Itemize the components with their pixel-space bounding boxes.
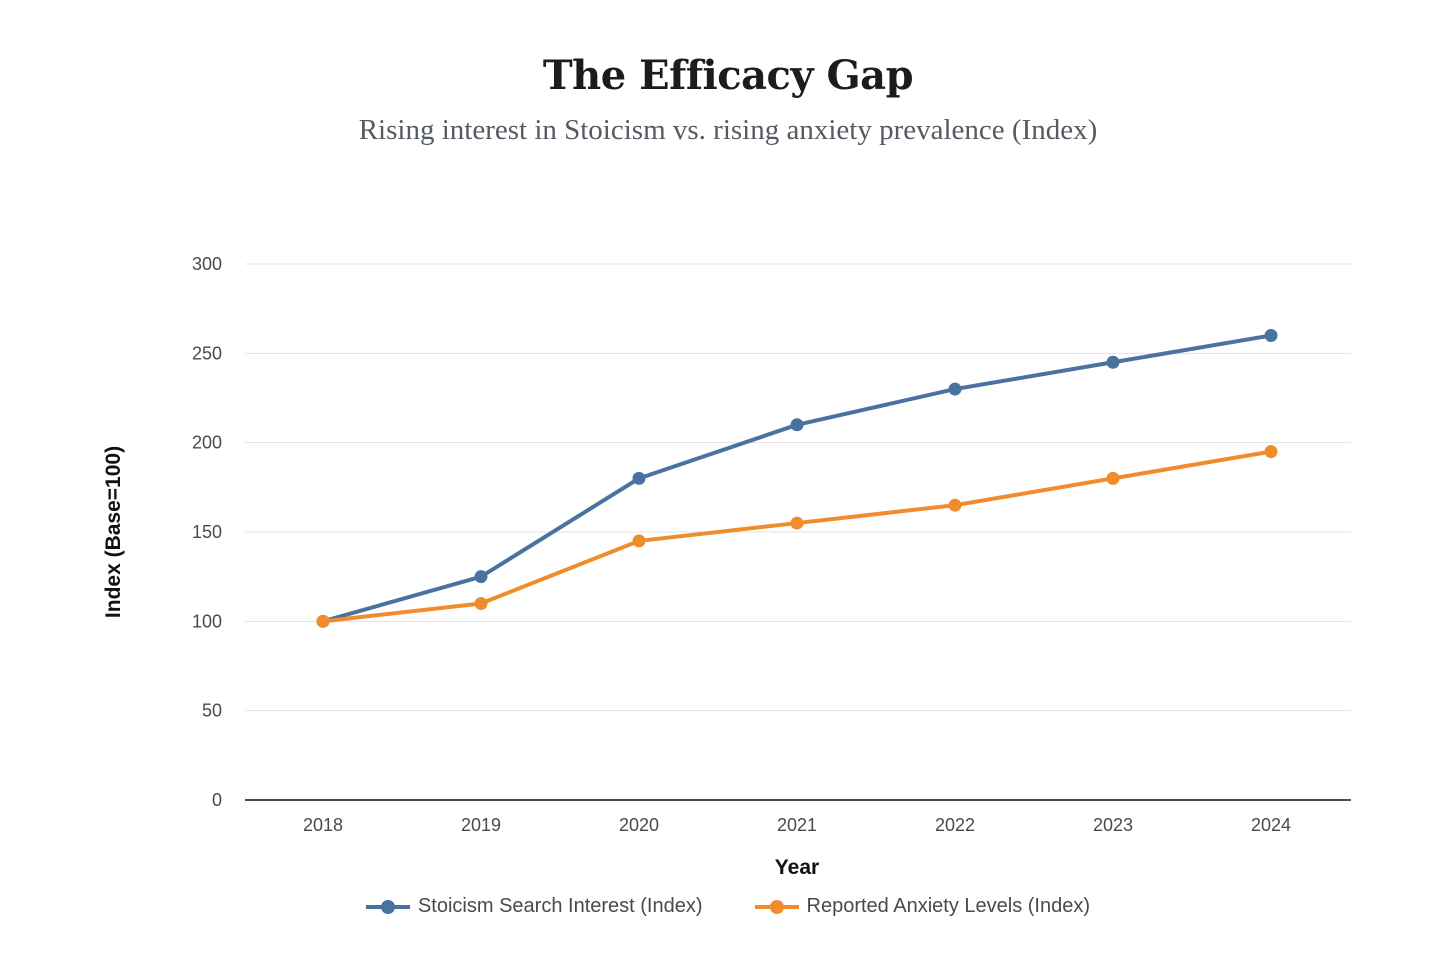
gridlines [245, 263, 1351, 712]
y-tick-label: 50 [202, 701, 222, 721]
legend-label-stoicism: Stoicism Search Interest (Index) [417, 895, 703, 917]
chart-title: The Efficacy Gap [542, 52, 914, 99]
legend-item-anxiety[interactable]: Reported Anxiety Levels (Index) [754, 895, 1091, 918]
x-axis-title: Year [775, 856, 819, 879]
data-point[interactable] [1264, 328, 1278, 342]
series-1 [316, 445, 1278, 628]
data-point[interactable] [948, 498, 962, 512]
y-tick-label: 150 [192, 522, 222, 542]
legend: Stoicism Search Interest (Index) Reporte… [0, 895, 1456, 918]
x-tick-label: 2018 [303, 815, 343, 835]
x-tick-label: 2022 [935, 815, 975, 835]
data-point[interactable] [790, 516, 804, 530]
data-point[interactable] [474, 596, 488, 610]
legend-swatch-stoicism [365, 899, 410, 914]
data-point[interactable] [1106, 471, 1120, 485]
legend-marker-stoicism [380, 899, 395, 914]
series-line [321, 333, 1273, 624]
data-point[interactable] [316, 614, 330, 628]
series-line [321, 449, 1273, 624]
x-tick-label: 2020 [619, 815, 659, 835]
legend-marker-anxiety [769, 899, 784, 914]
y-tick-label: 100 [192, 611, 222, 631]
x-tick-label: 2023 [1093, 815, 1133, 835]
series-0 [316, 328, 1278, 628]
data-point[interactable] [474, 570, 488, 584]
series-layer [316, 328, 1278, 628]
data-point[interactable] [1106, 355, 1120, 369]
y-tick-label: 250 [192, 343, 222, 363]
legend-swatch-anxiety [754, 899, 799, 914]
x-tick-label: 2024 [1251, 815, 1291, 835]
y-tick-label: 0 [212, 790, 222, 810]
data-point[interactable] [632, 534, 646, 548]
x-tick-label: 2021 [777, 815, 817, 835]
chart-subtitle: Rising interest in Stoicism vs. rising a… [358, 114, 1098, 146]
data-point[interactable] [632, 471, 646, 485]
data-point[interactable] [790, 418, 804, 432]
y-axis-title: Index (Base=100) [102, 446, 125, 618]
y-tick-label: 300 [192, 254, 222, 274]
x-axis-ticks: 2018 2019 2020 2021 2022 2023 2024 [303, 815, 1291, 835]
x-tick-label: 2019 [461, 815, 501, 835]
y-tick-label: 200 [192, 433, 222, 453]
y-axis-ticks: 0 50 100 150 200 250 300 [192, 254, 222, 810]
data-point[interactable] [1264, 445, 1278, 459]
legend-label-anxiety: Reported Anxiety Levels (Index) [806, 895, 1091, 917]
data-point[interactable] [948, 382, 962, 396]
legend-item-stoicism[interactable]: Stoicism Search Interest (Index) [365, 895, 703, 918]
